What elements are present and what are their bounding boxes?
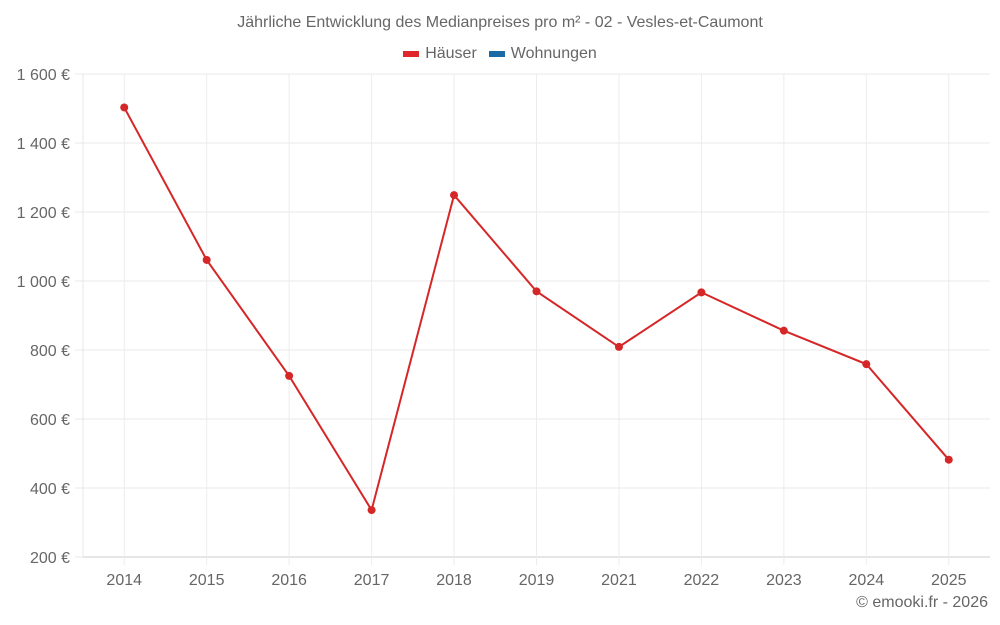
legend-label-wohnungen: Wohnungen — [510, 45, 597, 62]
y-tick-label: 200 € — [30, 550, 70, 567]
legend: Häuser Wohnungen — [0, 45, 1000, 63]
y-tick-label: 400 € — [30, 481, 70, 498]
data-point[interactable] — [697, 288, 706, 297]
x-axis: 2014 2015 2016 2017 2018 2019 2021 2022 2023 2024… — [106, 572, 966, 589]
data-point[interactable] — [285, 371, 294, 380]
x-tick-label: 2014 — [106, 572, 142, 589]
y-tick-label: 1 600 € — [17, 67, 70, 84]
gridlines — [75, 73, 990, 565]
data-point[interactable] — [120, 103, 129, 112]
y-tick-label: 600 € — [30, 412, 70, 429]
legend-swatch-wohnungen-icon — [488, 51, 505, 57]
x-tick-label: 2017 — [354, 572, 390, 589]
credit-text: © emooki.fr - 2026 — [856, 594, 988, 611]
y-tick-label: 1 400 € — [17, 136, 70, 153]
legend-item-haeuser[interactable]: Häuser — [403, 45, 477, 63]
data-point[interactable] — [532, 287, 541, 296]
data-point[interactable] — [202, 255, 211, 264]
data-point[interactable] — [944, 455, 953, 464]
data-point[interactable] — [779, 326, 788, 335]
data-point[interactable] — [862, 360, 871, 369]
y-tick-label: 1 000 € — [17, 274, 70, 291]
x-tick-label: 2024 — [849, 572, 885, 589]
y-axis: 200 € 400 € 600 € 800 € 1 000 € 1 200 € 1 400 … — [17, 67, 70, 567]
x-tick-label: 2015 — [189, 572, 225, 589]
legend-item-wohnungen[interactable]: Wohnungen — [488, 45, 597, 63]
x-tick-label: 2016 — [271, 572, 307, 589]
x-tick-label: 2021 — [601, 572, 637, 589]
legend-label-haeuser: Häuser — [425, 45, 477, 62]
data-point[interactable] — [367, 506, 376, 515]
y-tick-label: 1 200 € — [17, 205, 70, 222]
x-tick-label: 2018 — [436, 572, 472, 589]
x-tick-label: 2019 — [519, 572, 555, 589]
y-tick-label: 800 € — [30, 343, 70, 360]
x-tick-label: 2023 — [766, 572, 802, 589]
series-haeuser — [120, 103, 953, 515]
chart-title: Jährliche Entwicklung des Medianpreises … — [237, 14, 763, 31]
data-point[interactable] — [614, 342, 623, 351]
legend-swatch-haeuser-icon — [403, 51, 420, 57]
data-point[interactable] — [450, 191, 459, 200]
x-tick-label: 2025 — [931, 572, 967, 589]
x-tick-label: 2022 — [684, 572, 720, 589]
